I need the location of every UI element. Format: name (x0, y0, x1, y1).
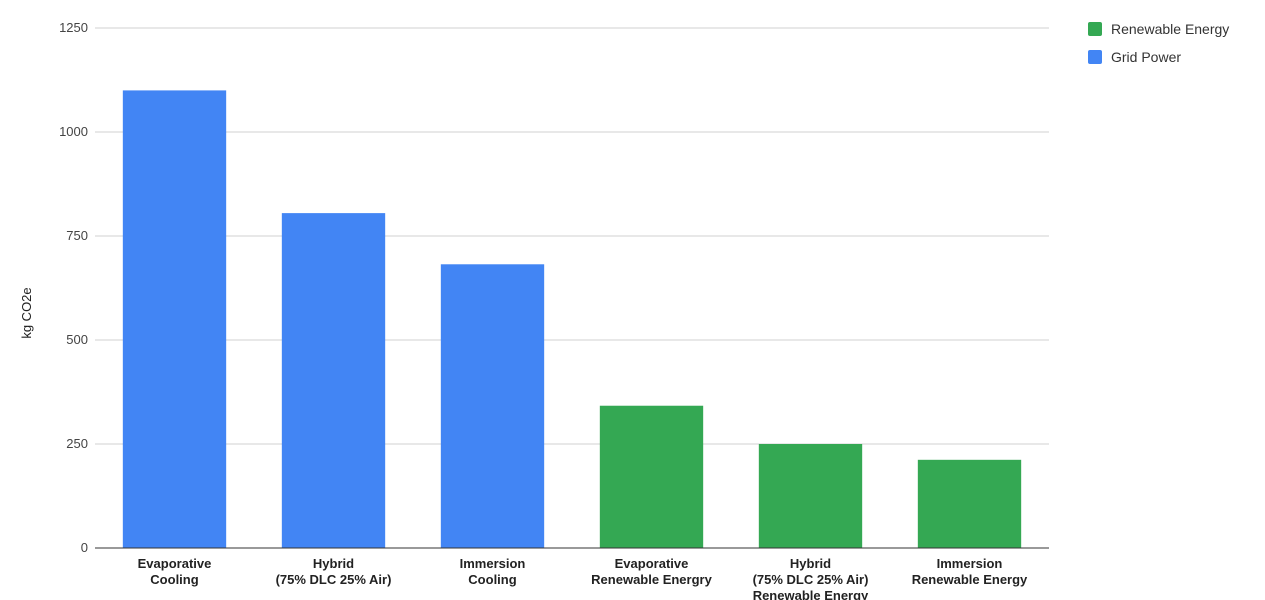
x-tick-label: Hybrid (75% DLC 25% Air) Renewable Energy (753, 556, 869, 600)
y-tick-label: 1000 (59, 124, 88, 139)
legend: Renewable Energy Grid Power (1088, 21, 1229, 65)
y-axis-label: kg CO2e (19, 287, 34, 338)
x-tick-label-line: Immersion (460, 556, 526, 571)
y-tick-label: 750 (66, 228, 88, 243)
bar (122, 90, 227, 549)
y-tick-label: 250 (66, 436, 88, 451)
x-tick-label-line: Renewable Energy (912, 572, 1028, 587)
bar (917, 459, 1022, 548)
x-tick-label: Evaporative Renewable Energry (591, 556, 712, 587)
bar (758, 444, 863, 548)
x-tick-label-line: Hybrid (790, 556, 831, 571)
y-tick-label: 500 (66, 332, 88, 347)
x-tick-label: Hybrid (75% DLC 25% Air) (276, 556, 392, 587)
x-tick-label-line: (75% DLC 25% Air) (753, 572, 869, 587)
legend-swatch (1088, 22, 1102, 36)
y-axis-ticks: 0 250 500 750 1000 1250 (59, 20, 88, 555)
gridlines (95, 27, 1049, 445)
x-tick-label-line: Immersion (937, 556, 1003, 571)
legend-swatch (1088, 50, 1102, 64)
bar (440, 264, 545, 548)
legend-label: Renewable Energy (1111, 21, 1229, 37)
y-tick-label: 1250 (59, 20, 88, 35)
legend-item: Renewable Energy (1088, 21, 1229, 37)
bar (599, 405, 704, 548)
x-tick-label-line: Evaporative (138, 556, 212, 571)
x-tick-label-line: Hybrid (313, 556, 354, 571)
bar (281, 213, 386, 548)
bars (122, 90, 1022, 549)
x-tick-label-line: (75% DLC 25% Air) (276, 572, 392, 587)
legend-item: Grid Power (1088, 49, 1181, 65)
x-tick-label: Immersion Cooling (460, 556, 526, 587)
legend-label: Grid Power (1111, 49, 1181, 65)
x-tick-label: Immersion Renewable Energy (912, 556, 1028, 587)
x-tick-label-line: Cooling (468, 572, 516, 587)
x-tick-label-line: Renewable Energy (753, 588, 869, 600)
x-tick-label-line: Evaporative (615, 556, 689, 571)
x-tick-label-line: Renewable Energry (591, 572, 712, 587)
y-tick-label: 0 (81, 540, 88, 555)
x-tick-label: Evaporative Cooling (138, 556, 212, 587)
x-tick-label-line: Cooling (150, 572, 198, 587)
